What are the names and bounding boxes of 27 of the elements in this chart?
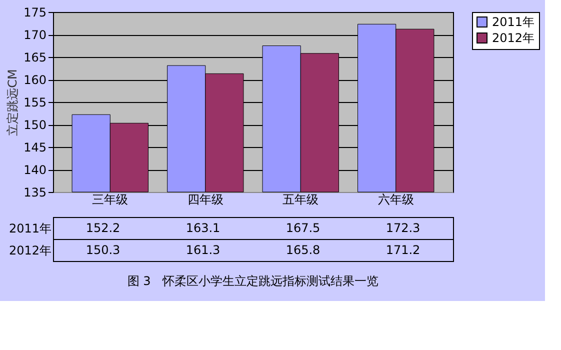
y-tick-label: 140 [24,163,46,177]
y-tick-label: 165 [24,50,46,64]
y-tick-label: 175 [24,6,46,20]
y-tick-label: 145 [24,140,46,154]
y-axis-title: 立定跳远CM [6,69,20,136]
data-label: 150.3 [86,243,120,257]
caption: 图 3 怀柔区小学生立定跳远指标测试结果一览 [127,274,379,288]
x-tick-label: 六年级 [378,192,414,206]
y-tick-label: 135 [24,186,46,200]
text: 2012年 [8,244,52,258]
data-label: 163.1 [186,221,220,235]
y-tick-label: 160 [24,73,46,87]
legend-label: 2011年 [492,15,535,29]
x-tick-label: 三年级 [92,192,128,206]
data-label: 152.2 [86,221,120,235]
data-label: 167.5 [286,221,320,235]
data-label: 161.3 [186,243,220,257]
data-label: 165.8 [286,243,320,257]
y-tick-label: 155 [24,96,46,110]
y-tick-label: 170 [24,28,46,42]
data-label: 171.2 [386,243,420,257]
x-tick-label: 五年级 [282,192,319,206]
data-label: 172.3 [386,221,420,235]
legend-label: 2012年 [492,31,535,45]
text: 2011年 [8,222,52,236]
y-tick-label: 150 [24,118,46,132]
x-tick-label: 四年级 [187,192,224,206]
